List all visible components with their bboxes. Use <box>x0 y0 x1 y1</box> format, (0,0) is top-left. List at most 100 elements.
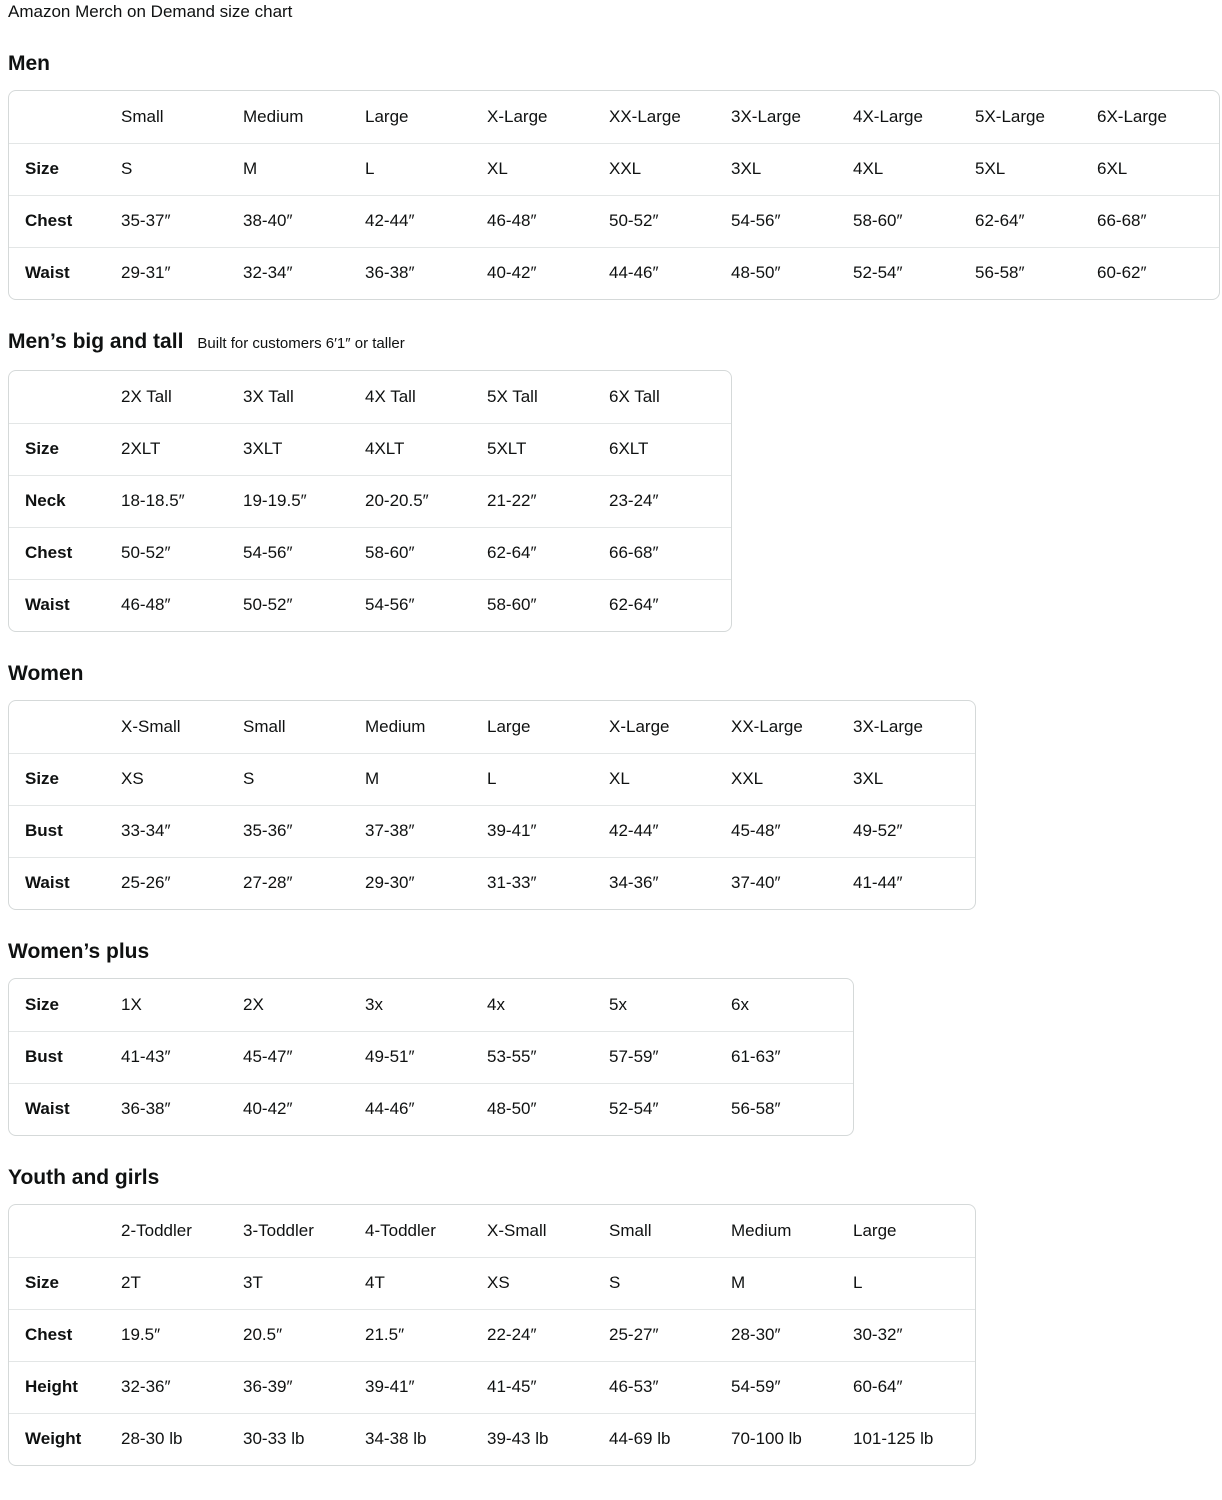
table-row: Waist 25-26″ 27-28″ 29-30″ 31-33″ 34-36″ 37-40… <box>9 856 975 909</box>
value-cell: 39-43 lb <box>487 1412 609 1465</box>
value-cell: 45-47″ <box>243 1030 365 1083</box>
value-cell: 54-56″ <box>243 526 365 579</box>
value-cell: 20-20.5″ <box>365 474 487 527</box>
table-row: Chest 35-37″ 38-40″ 42-44″ 46-48″ 50-52″ 54-56… <box>9 194 1219 247</box>
section-title: Men’s big and tall <box>8 330 184 353</box>
row-label: Size <box>9 422 121 475</box>
row-label: Chest <box>9 1308 121 1361</box>
value-cell: 60-62″ <box>1097 246 1219 299</box>
value-cell: 21.5″ <box>365 1308 487 1361</box>
value-cell: 28-30 lb <box>121 1412 243 1465</box>
value-cell: 3x <box>365 994 383 1014</box>
value-cell: 2X <box>243 994 264 1014</box>
value-cell: 39-41″ <box>487 804 609 857</box>
size-table-card: Small Medium Large X-Large XX-Large 3X-Large 4… <box>8 90 1220 300</box>
column-header-cell: 4X Tall <box>365 386 416 406</box>
value-cell: 60-64″ <box>853 1360 975 1413</box>
value-cell: 32-34″ <box>243 246 365 299</box>
table-row: Neck 18-18.5″ 19-19.5″ 20-20.5″ 21-22″ 23-24″ <box>9 474 731 527</box>
value-cell: 25-26″ <box>121 856 243 909</box>
table-row: Chest 50-52″ 54-56″ 58-60″ 62-64″ 66-68″ <box>9 526 731 579</box>
table-row: Chest 19.5″ 20.5″ 21.5″ 22-24″ 25-27″ 28-30″ 30… <box>9 1308 975 1361</box>
value-cell: 40-42″ <box>243 1082 365 1135</box>
value-cell: M <box>365 752 487 805</box>
value-cell: 66-68″ <box>609 526 731 579</box>
value-cell: 4T <box>365 1256 487 1309</box>
value-cell: 2T <box>121 1256 243 1309</box>
size-table: 2X Tall 3X Tall 4X Tall 5X Tall 6X Tall Size 2… <box>9 371 731 631</box>
value-cell: 34-38 lb <box>365 1412 487 1465</box>
value-cell: 36-38″ <box>365 246 487 299</box>
column-header-cell: 2X Tall <box>121 386 172 406</box>
section-heading: Men’s big and tall Built for customers 6′… <box>8 330 1214 355</box>
size-table-card: Size 1X 2X 3x 4x 5x 6x Bust 41-43″ 45-47″ 49-51″ 53… <box>8 978 854 1136</box>
column-header-row: Small Medium Large X-Large XX-Large 3X-Large 4… <box>9 91 1219 143</box>
section-youth-and-girls: Youth and girls 2-Toddler 3-Toddler 4-Toddl… <box>8 1166 1214 1466</box>
value-cell: 39-41″ <box>365 1360 487 1413</box>
column-header-cell: Medium <box>365 716 426 736</box>
column-header-cell: 3X-Large <box>731 106 801 126</box>
table-row: Weight 28-30 lb 30-33 lb 34-38 lb 39-43 lb 44… <box>9 1412 975 1465</box>
section-mens-big-and-tall: Men’s big and tall Built for customers 6′… <box>8 330 1214 632</box>
value-cell: 44-46″ <box>365 1082 487 1135</box>
column-header-cell: 6X-Large <box>1097 106 1167 126</box>
value-cell: XL <box>487 142 609 195</box>
section-subtitle: Built for customers 6′1″ or taller <box>197 335 405 352</box>
value-cell: 27-28″ <box>243 856 365 909</box>
value-cell: 41-44″ <box>853 856 975 909</box>
value-cell: 50-52″ <box>121 526 243 579</box>
section-heading: Men <box>8 52 1214 75</box>
value-cell: 70-100 lb <box>731 1412 853 1465</box>
value-cell: 20.5″ <box>243 1308 365 1361</box>
size-table: Size 1X 2X 3x 4x 5x 6x Bust 41-43″ 45-47″ 49-51″ 53… <box>9 979 853 1135</box>
value-cell: 40-42″ <box>487 246 609 299</box>
value-cell: 50-52″ <box>609 194 731 247</box>
column-header-row: 2X Tall 3X Tall 4X Tall 5X Tall 6X Tall <box>9 371 731 423</box>
value-cell: XXL <box>731 752 853 805</box>
value-cell: 18-18.5″ <box>121 474 243 527</box>
value-cell: 56-58″ <box>731 1082 853 1135</box>
column-header-cell: 6X Tall <box>609 386 660 406</box>
value-cell: 21-22″ <box>487 474 609 527</box>
table-row: Waist 29-31″ 32-34″ 36-38″ 40-42″ 44-46″ 48-50… <box>9 246 1219 299</box>
value-cell: 66-68″ <box>1097 194 1219 247</box>
row-label: Bust <box>9 804 121 857</box>
value-cell: 37-40″ <box>731 856 853 909</box>
value-cell: 62-64″ <box>609 578 731 631</box>
value-cell: 49-52″ <box>853 804 975 857</box>
table-row: Size XS S M L XL XXL 3XL <box>9 752 975 805</box>
value-cell: 4XLT <box>365 422 487 475</box>
size-table: Small Medium Large X-Large XX-Large 3X-Large 4… <box>9 91 1219 299</box>
column-header-cell: Medium <box>731 1220 792 1240</box>
row-label: Waist <box>9 578 121 631</box>
size-table-card: 2X Tall 3X Tall 4X Tall 5X Tall 6X Tall Size 2… <box>8 370 732 632</box>
value-cell: 28-30″ <box>731 1308 853 1361</box>
value-cell: 44-69 lb <box>609 1412 731 1465</box>
section-title: Women’s plus <box>8 940 150 963</box>
value-cell: M <box>731 1256 853 1309</box>
value-cell: 37-38″ <box>365 804 487 857</box>
row-label: Waist <box>9 246 121 299</box>
value-cell: 42-44″ <box>365 194 487 247</box>
table-row: Waist 46-48″ 50-52″ 54-56″ 58-60″ 62-64″ <box>9 578 731 631</box>
row-label: Bust <box>9 1030 121 1083</box>
row-label: Waist <box>9 856 121 909</box>
value-cell: 3XLT <box>243 422 365 475</box>
value-cell: 3XL <box>853 752 975 805</box>
section-heading: Women <box>8 662 1214 685</box>
table-row: Size 1X 2X 3x 4x 5x 6x <box>9 979 853 1031</box>
size-table-card: X-Small Small Medium Large X-Large XX-Large 3X… <box>8 700 976 910</box>
column-header-cell: X-Small <box>121 716 181 736</box>
column-header-cell: Large <box>365 106 409 126</box>
value-cell: 29-30″ <box>365 856 487 909</box>
section-heading: Youth and girls <box>8 1166 1214 1189</box>
value-cell: 33-34″ <box>121 804 243 857</box>
value-cell: 49-51″ <box>365 1030 487 1083</box>
value-cell: 35-36″ <box>243 804 365 857</box>
column-header-cell: XX-Large <box>731 716 803 736</box>
value-cell: L <box>365 142 487 195</box>
value-cell: 31-33″ <box>487 856 609 909</box>
value-cell: XS <box>121 752 243 805</box>
value-cell: 5x <box>609 994 627 1014</box>
